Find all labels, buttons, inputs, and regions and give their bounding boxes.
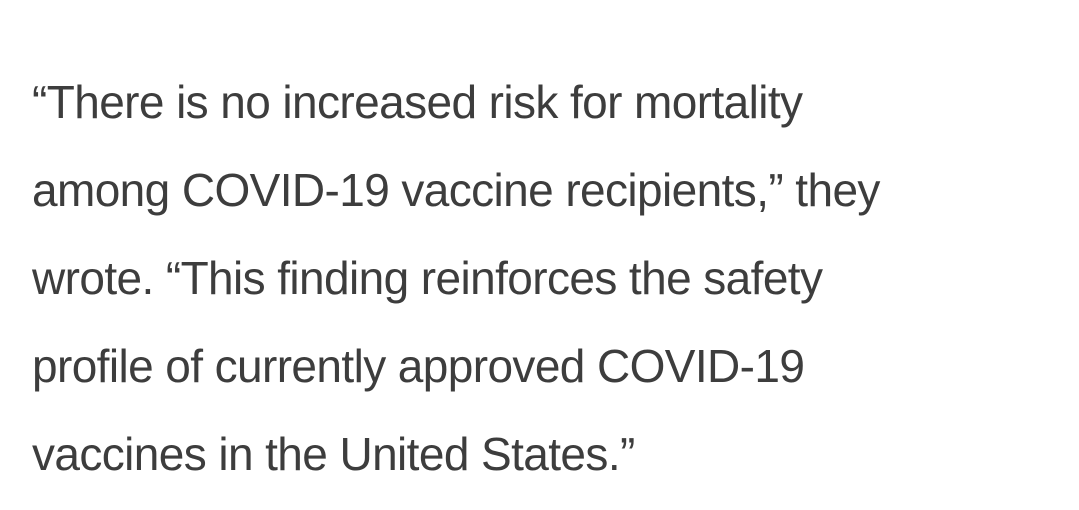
article-quote-paragraph: “There is no increased risk for mortalit… [32, 58, 1062, 498]
quote-line-5: vaccines in the United States.” [32, 428, 635, 480]
quote-line-1: “There is no increased risk for mortalit… [32, 76, 803, 128]
quote-line-4: profile of currently approved COVID-19 [32, 340, 805, 392]
quote-line-2: among COVID-19 vaccine recipients,” they [32, 164, 880, 216]
quote-line-3: wrote. “This finding reinforces the safe… [32, 252, 823, 304]
